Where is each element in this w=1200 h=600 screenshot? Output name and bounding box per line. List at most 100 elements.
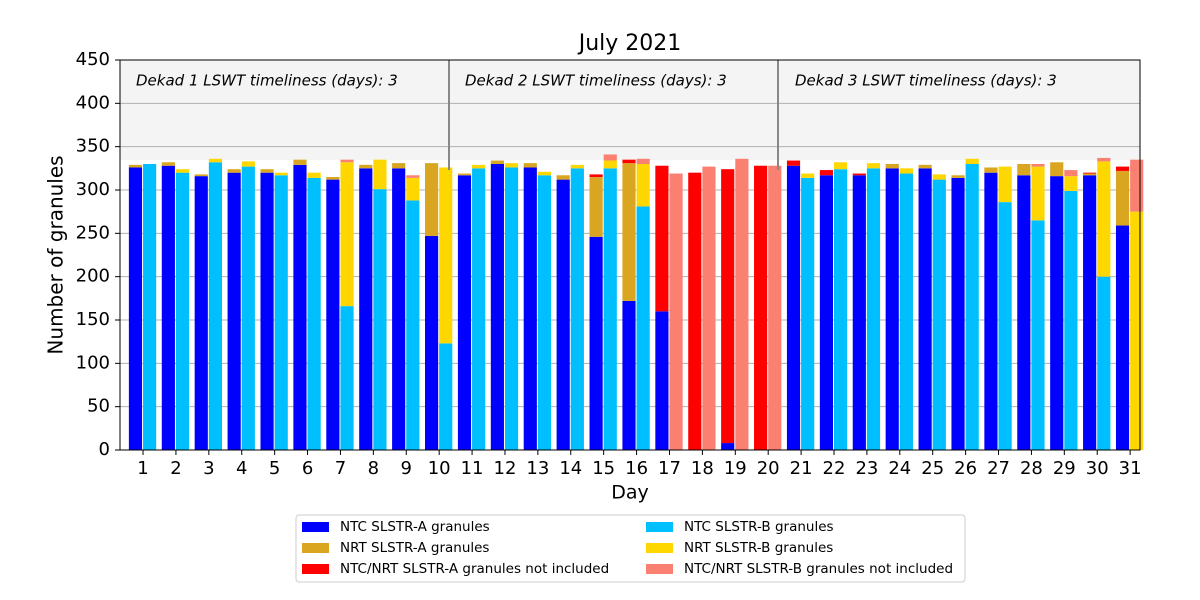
x-tick-label: 5 — [269, 458, 280, 479]
bar-segment — [274, 175, 288, 450]
bar-segment — [326, 179, 340, 450]
bar-segment — [1097, 157, 1111, 162]
x-tick-label: 3 — [203, 458, 214, 479]
bar-segment — [589, 236, 603, 450]
bar-segment — [490, 160, 504, 164]
bar-segment — [1097, 161, 1111, 277]
y-tick-label: 350 — [76, 136, 110, 157]
x-tick-label: 8 — [368, 458, 379, 479]
x-tick-label: 7 — [335, 458, 346, 479]
bar-segment — [1115, 170, 1130, 226]
bar-segment — [702, 166, 716, 450]
bar-segment — [359, 164, 373, 169]
bar-segment — [556, 179, 570, 450]
bar-segment — [768, 165, 782, 450]
x-tick-label: 23 — [855, 458, 878, 479]
bar-segment — [194, 174, 208, 177]
bar-segment — [260, 172, 274, 450]
bar-segment — [175, 172, 190, 450]
bar-segment — [537, 175, 552, 450]
bar-segment — [241, 166, 255, 450]
bar-segment — [834, 162, 848, 170]
bar-segment — [655, 165, 669, 312]
legend-label: NTC SLSTR-B granules — [684, 519, 834, 535]
bar-segment — [406, 175, 420, 178]
x-tick-label: 17 — [658, 458, 681, 479]
bar-segment — [951, 175, 965, 178]
y-tick-label: 150 — [76, 309, 110, 330]
y-tick-label: 450 — [76, 49, 110, 70]
x-tick-label: 26 — [954, 458, 977, 479]
bar-segment — [504, 163, 519, 168]
x-tick-label: 9 — [401, 458, 412, 479]
bar-segment — [603, 160, 617, 169]
bar-segment — [161, 165, 175, 450]
x-tick-label: 21 — [790, 458, 813, 479]
legend-swatch — [646, 564, 673, 574]
bar-segment — [556, 175, 570, 180]
bar-segment — [340, 159, 354, 163]
x-tick-label: 11 — [461, 458, 484, 479]
bar-segment — [801, 177, 815, 450]
bar-segment — [965, 158, 979, 164]
bar-segment — [866, 163, 881, 169]
bar-segment — [537, 171, 552, 176]
bar-segment — [932, 174, 946, 180]
legend-swatch — [302, 564, 329, 574]
bar-segment — [274, 172, 288, 176]
bar-segment — [1083, 173, 1097, 176]
bar-segment — [406, 177, 420, 201]
bar-segment — [885, 168, 899, 451]
legend-swatch — [302, 543, 329, 553]
bar-segment — [1064, 176, 1078, 191]
annotation-band — [120, 60, 1140, 160]
bar-segment — [293, 159, 307, 165]
bar-segment — [392, 168, 406, 451]
y-tick-label: 0 — [99, 439, 110, 460]
bar-segment — [669, 173, 683, 451]
bar-segment — [885, 164, 899, 169]
bar-segment — [1031, 166, 1045, 221]
x-tick-label: 29 — [1053, 458, 1076, 479]
bar-segment — [819, 170, 833, 176]
bar-segment — [340, 306, 354, 450]
bar-segment — [293, 164, 307, 450]
bar-segment — [143, 164, 157, 450]
x-tick-label: 16 — [625, 458, 648, 479]
y-axis-label: Number of granules — [44, 155, 68, 354]
bar-segment — [636, 158, 650, 164]
bar-segment — [523, 163, 537, 168]
bar-segment — [439, 167, 453, 344]
x-tick-label: 31 — [1119, 458, 1142, 479]
bar-segment — [457, 175, 472, 450]
bar-segment — [208, 158, 222, 163]
bar-segment — [1115, 225, 1130, 450]
legend-label: NTC/NRT SLSTR-B granules not included — [684, 561, 953, 577]
bar-segment — [1083, 172, 1097, 174]
bar-segment — [1064, 190, 1078, 450]
x-tick-label: 22 — [823, 458, 846, 479]
bar-segment — [951, 177, 965, 450]
bar-segment — [1017, 164, 1031, 176]
bar-segment — [161, 162, 175, 166]
bar-segment — [721, 169, 735, 444]
y-tick-label: 100 — [76, 352, 110, 373]
bar-segment — [1031, 164, 1045, 167]
bar-segment — [1050, 176, 1064, 450]
bar-segment — [570, 164, 584, 169]
bar-segment — [457, 173, 472, 176]
x-tick-label: 20 — [757, 458, 780, 479]
bar-segment — [425, 235, 439, 450]
plot-frame — [119, 59, 1141, 451]
bar-segment — [984, 167, 998, 173]
bar-segment — [175, 169, 190, 173]
bar-segment — [504, 167, 519, 450]
bar-segment — [801, 173, 815, 178]
bar-segment — [307, 172, 321, 178]
bar-segment — [589, 177, 603, 237]
bar-segment — [636, 164, 650, 207]
legend-label: NRT SLSTR-A granules — [340, 540, 489, 556]
bar-segment — [622, 159, 636, 164]
x-tick-label: 30 — [1086, 458, 1109, 479]
